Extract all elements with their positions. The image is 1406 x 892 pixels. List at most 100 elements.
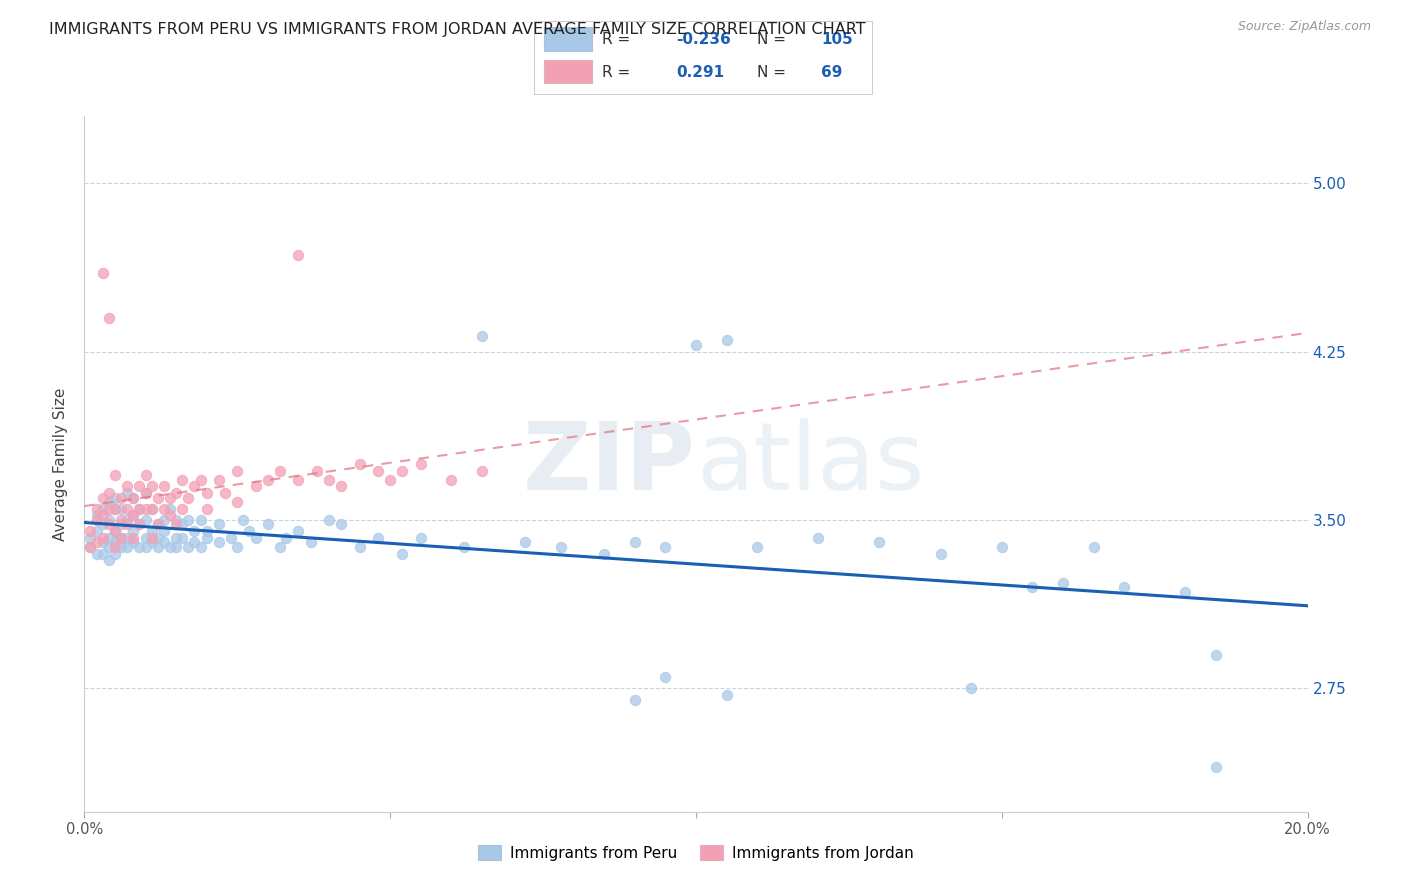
Point — [190, 473, 212, 487]
Point — [97, 531, 120, 545]
Point — [122, 508, 145, 523]
Point — [318, 473, 340, 487]
Point — [1052, 575, 1074, 590]
Point — [238, 524, 260, 538]
Point — [380, 473, 402, 487]
Point — [86, 547, 108, 561]
Point — [177, 540, 200, 554]
Point — [135, 513, 157, 527]
Point — [172, 531, 194, 545]
Legend: Immigrants from Peru, Immigrants from Jordan: Immigrants from Peru, Immigrants from Jo… — [472, 838, 920, 867]
Point — [79, 540, 101, 554]
Point — [91, 266, 114, 280]
Point — [440, 473, 463, 487]
FancyBboxPatch shape — [544, 27, 592, 51]
Point — [104, 524, 127, 538]
Point — [115, 479, 138, 493]
Point — [110, 531, 132, 545]
Y-axis label: Average Family Size: Average Family Size — [53, 387, 69, 541]
Point — [128, 501, 150, 516]
Point — [110, 491, 132, 505]
Point — [128, 540, 150, 554]
Point — [97, 540, 120, 554]
Point — [991, 540, 1014, 554]
Point — [159, 491, 181, 505]
Point — [183, 535, 205, 549]
Point — [97, 553, 120, 567]
FancyBboxPatch shape — [544, 60, 592, 84]
Point — [409, 531, 432, 545]
Point — [159, 540, 181, 554]
Point — [141, 531, 163, 545]
Point — [257, 517, 280, 532]
Text: R =: R = — [602, 32, 636, 46]
Point — [165, 540, 187, 554]
Point — [195, 501, 218, 516]
Point — [869, 535, 891, 549]
Point — [79, 540, 101, 554]
Point — [115, 513, 138, 527]
Point — [1205, 760, 1227, 774]
Point — [104, 535, 127, 549]
Point — [195, 531, 218, 545]
Point — [115, 531, 138, 545]
Point — [287, 248, 309, 262]
Point — [115, 517, 138, 532]
Point — [349, 457, 371, 471]
Point — [929, 547, 952, 561]
Point — [79, 524, 101, 538]
Point — [104, 468, 127, 483]
Text: 105: 105 — [821, 32, 853, 46]
Point — [97, 501, 120, 516]
Point — [86, 508, 108, 523]
Point — [367, 531, 389, 545]
Point — [122, 524, 145, 538]
Point — [104, 501, 127, 516]
Text: Source: ZipAtlas.com: Source: ZipAtlas.com — [1237, 20, 1371, 33]
Point — [747, 540, 769, 554]
Point — [91, 508, 114, 523]
Text: -0.236: -0.236 — [676, 32, 731, 46]
Point — [593, 547, 616, 561]
Text: 0.291: 0.291 — [676, 64, 724, 79]
Text: ZIP: ZIP — [523, 417, 696, 510]
Point — [159, 508, 181, 523]
Point — [104, 547, 127, 561]
Point — [276, 531, 298, 545]
Point — [122, 491, 145, 505]
Point — [177, 491, 200, 505]
Point — [409, 457, 432, 471]
Point — [624, 692, 647, 706]
Point — [226, 540, 249, 554]
Point — [330, 517, 353, 532]
Point — [807, 531, 830, 545]
Point — [716, 688, 738, 702]
Point — [146, 540, 169, 554]
Point — [128, 517, 150, 532]
Point — [146, 517, 169, 532]
Point — [146, 491, 169, 505]
Point — [153, 501, 176, 516]
Point — [305, 464, 328, 478]
Point — [86, 501, 108, 516]
Point — [86, 513, 108, 527]
Point — [269, 540, 291, 554]
Point — [226, 495, 249, 509]
Point — [104, 540, 127, 554]
Point — [91, 501, 114, 516]
Point — [960, 681, 983, 696]
Point — [135, 501, 157, 516]
Point — [135, 468, 157, 483]
Point — [91, 535, 114, 549]
Point — [190, 540, 212, 554]
Point — [110, 531, 132, 545]
Point — [86, 524, 108, 538]
Point — [141, 479, 163, 493]
Point — [135, 486, 157, 500]
Point — [190, 513, 212, 527]
Point — [141, 535, 163, 549]
Point — [195, 486, 218, 500]
Point — [367, 464, 389, 478]
Point — [122, 491, 145, 505]
Text: 69: 69 — [821, 64, 842, 79]
